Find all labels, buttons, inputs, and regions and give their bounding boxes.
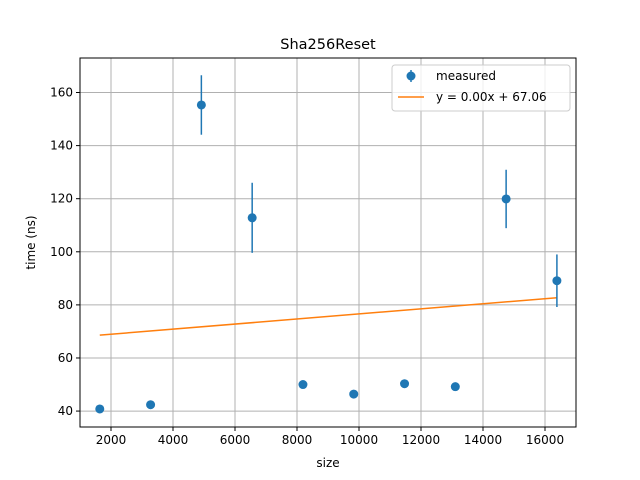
series-layer	[95, 75, 562, 414]
data-point	[95, 404, 105, 414]
plot-area	[80, 58, 576, 427]
x-tick-label: 14000	[464, 433, 502, 447]
legend-measured-marker	[406, 71, 416, 81]
y-tick-label: 140	[50, 139, 73, 153]
y-tick-label: 100	[50, 245, 73, 259]
legend-fit-label: y = 0.00x + 67.06	[436, 90, 547, 104]
plot-frame	[79, 57, 577, 428]
fit-line	[99, 296, 557, 336]
data-point	[196, 100, 206, 110]
data-point	[298, 380, 308, 390]
x-tick-label: 2000	[96, 433, 127, 447]
x-axis-label: size	[316, 456, 339, 470]
x-tick-label: 6000	[220, 433, 251, 447]
legend-box	[391, 64, 571, 112]
y-tick-label: 40	[58, 404, 73, 418]
grid	[80, 58, 576, 427]
y-tick-label: 60	[58, 351, 73, 365]
data-point	[552, 276, 562, 286]
data-point	[450, 382, 460, 392]
legend-measured-label: measured	[436, 69, 496, 83]
y-tick-label: 80	[58, 298, 73, 312]
x-tick-label: 4000	[158, 433, 189, 447]
x-tick-label: 12000	[402, 433, 440, 447]
data-point	[501, 194, 511, 204]
legend: measured y = 0.00x + 67.06	[391, 64, 571, 112]
ticks: 2000 4000 6000 8000 10000 12000 14000 16000 40 60…	[50, 86, 564, 447]
data-point	[247, 213, 257, 223]
data-point	[400, 379, 410, 389]
x-tick-label: 8000	[282, 433, 313, 447]
y-axis-label: time (ns)	[24, 215, 38, 269]
chart-title: Sha256Reset	[280, 37, 376, 53]
y-tick-label: 120	[50, 192, 73, 206]
x-tick-label: 10000	[340, 433, 378, 447]
data-point	[146, 400, 156, 410]
y-tick-label: 160	[50, 86, 73, 100]
data-point	[349, 389, 359, 399]
x-tick-label: 16000	[526, 433, 564, 447]
